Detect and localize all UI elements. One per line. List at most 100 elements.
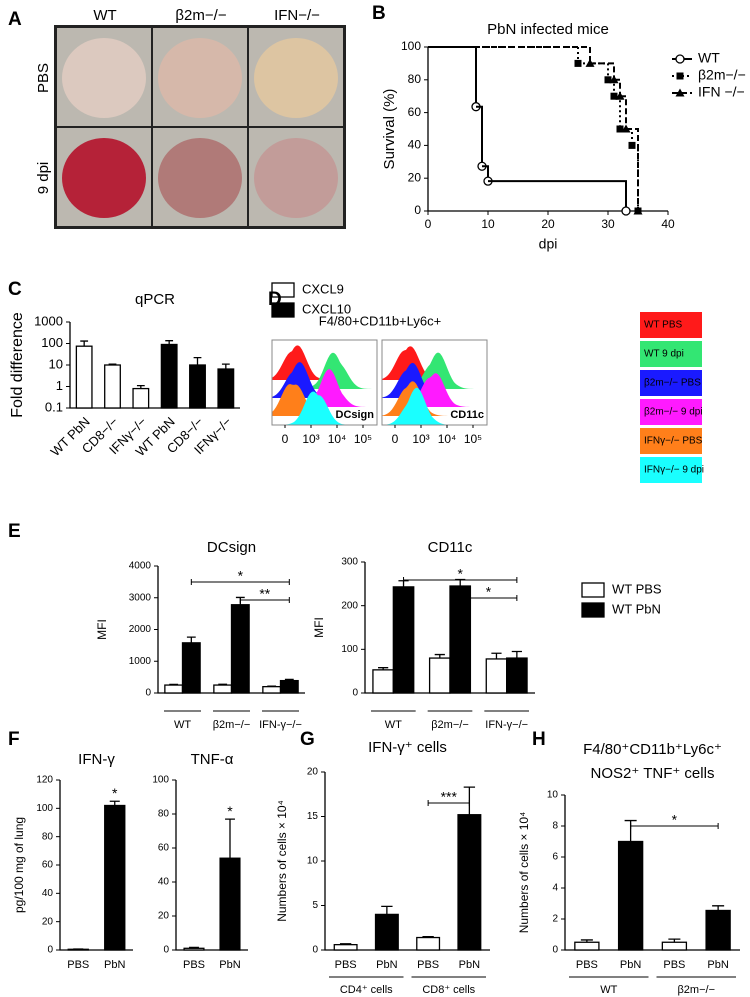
annotation: * bbox=[227, 803, 233, 819]
bar bbox=[372, 669, 394, 694]
y-tick-label: 10 bbox=[547, 790, 559, 801]
lung-tissue bbox=[254, 138, 338, 218]
x-tick-label: WT bbox=[174, 719, 191, 731]
y-tick-label: 120 bbox=[36, 775, 53, 786]
legend-label: WT PBS bbox=[644, 320, 682, 331]
bar bbox=[160, 343, 178, 409]
x-tick-label: WT bbox=[385, 719, 402, 731]
y-axis-label: pg/100 mg of lung bbox=[12, 817, 26, 913]
error-bar bbox=[109, 800, 120, 806]
panel-letter: F bbox=[8, 729, 20, 750]
significance-label: ** bbox=[259, 586, 270, 602]
bar bbox=[705, 909, 731, 951]
legend-swatch bbox=[581, 582, 605, 598]
bar bbox=[164, 684, 184, 694]
significance-label: * bbox=[238, 568, 244, 584]
error-bar bbox=[193, 356, 202, 365]
survival-step bbox=[614, 78, 621, 97]
y-tick-label: 100 bbox=[36, 803, 53, 814]
y-tick-label: 10 bbox=[49, 356, 63, 371]
legend-swatch bbox=[271, 302, 295, 318]
error-bar bbox=[491, 652, 502, 659]
legend-label: IFN −/− bbox=[698, 84, 745, 100]
bar bbox=[217, 368, 235, 409]
legend-swatch bbox=[581, 602, 605, 618]
chart-title: DCsign bbox=[207, 539, 256, 556]
x-tick-label: 10³ bbox=[302, 432, 319, 446]
y-tick-label: 4 bbox=[552, 883, 558, 894]
histogram-group bbox=[272, 345, 377, 425]
bar bbox=[449, 585, 472, 694]
lung-tissue bbox=[158, 38, 242, 118]
significance-bracket bbox=[427, 800, 470, 806]
legend-label: β2m−/− 9 dpi bbox=[644, 407, 703, 418]
legend-label: WT 9 dpi bbox=[644, 349, 684, 360]
bar bbox=[506, 657, 528, 694]
survival-step bbox=[428, 46, 579, 64]
bar bbox=[457, 814, 482, 951]
panel-label: DCsign bbox=[336, 409, 375, 421]
y-tick-label: 1 bbox=[56, 378, 63, 393]
bar bbox=[333, 944, 358, 951]
marker bbox=[633, 206, 643, 215]
legend-label: CXCL9 bbox=[302, 281, 344, 296]
legend-swatch bbox=[640, 312, 702, 338]
y-tick-label: 60 bbox=[158, 843, 170, 854]
x-tick-label: IFN-γ−/− bbox=[485, 719, 528, 731]
histogram-group bbox=[382, 346, 487, 425]
y-tick-label: 20 bbox=[307, 767, 319, 778]
significance-bracket bbox=[403, 577, 518, 583]
y-tick-label: 0.1 bbox=[45, 399, 63, 414]
significance-bracket bbox=[239, 597, 290, 603]
chart-title: PbN infected mice bbox=[487, 21, 609, 38]
marker bbox=[675, 54, 685, 64]
legend-swatch bbox=[640, 341, 702, 367]
bar bbox=[104, 804, 126, 951]
bar bbox=[428, 657, 451, 694]
panel-letter: C bbox=[8, 279, 22, 300]
legend-label: CXCL10 bbox=[302, 301, 351, 316]
y-tick-label: 80 bbox=[408, 72, 422, 86]
y-tick-label: 0 bbox=[163, 945, 169, 956]
row-label: 9 dpi bbox=[35, 162, 52, 195]
x-tick-label: PBS bbox=[576, 959, 598, 971]
group-label: WT bbox=[600, 984, 617, 996]
y-axis-label: Survival (%) bbox=[381, 89, 398, 170]
significance-label: * bbox=[672, 812, 678, 828]
marker bbox=[621, 206, 631, 216]
x-tick-label: 40 bbox=[661, 217, 675, 231]
y-tick-label: 1000 bbox=[129, 656, 152, 667]
x-tick-label: PBS bbox=[663, 959, 685, 971]
significance-bracket bbox=[630, 823, 719, 829]
bar bbox=[132, 387, 150, 409]
legend-swatch bbox=[640, 428, 702, 454]
column-label: IFN−/− bbox=[274, 7, 320, 24]
y-tick-label: 40 bbox=[408, 138, 422, 152]
chart-title: CD11c bbox=[428, 539, 473, 556]
x-tick-label: 0 bbox=[425, 217, 432, 231]
bar bbox=[189, 364, 206, 409]
lung-tissue bbox=[62, 138, 146, 218]
y-tick-label: 100 bbox=[41, 335, 63, 350]
histogram bbox=[272, 383, 377, 416]
y-tick-label: 300 bbox=[341, 557, 358, 568]
panel-label: CD11c bbox=[450, 409, 484, 421]
x-tick-label: 10⁵ bbox=[354, 432, 372, 446]
bar bbox=[262, 686, 282, 694]
y-tick-label: 0 bbox=[552, 945, 558, 956]
survival-step bbox=[614, 95, 621, 129]
legend-label: IFNγ−/− PBS bbox=[644, 436, 703, 447]
survival-step bbox=[626, 128, 639, 211]
y-tick-label: 20 bbox=[408, 170, 422, 184]
chart-title: F4/80⁺CD11b⁺Ly6c⁺ bbox=[583, 741, 722, 758]
histogram bbox=[272, 391, 377, 425]
chart-title: TNF-α bbox=[191, 751, 234, 768]
marker bbox=[675, 88, 685, 97]
y-tick-label: 40 bbox=[42, 888, 54, 899]
lung-tissue bbox=[158, 138, 242, 218]
bar bbox=[374, 913, 399, 951]
significance-bracket bbox=[459, 595, 518, 601]
y-tick-label: 0 bbox=[47, 945, 53, 956]
legend-label: WT bbox=[698, 50, 720, 66]
marker bbox=[676, 72, 684, 80]
